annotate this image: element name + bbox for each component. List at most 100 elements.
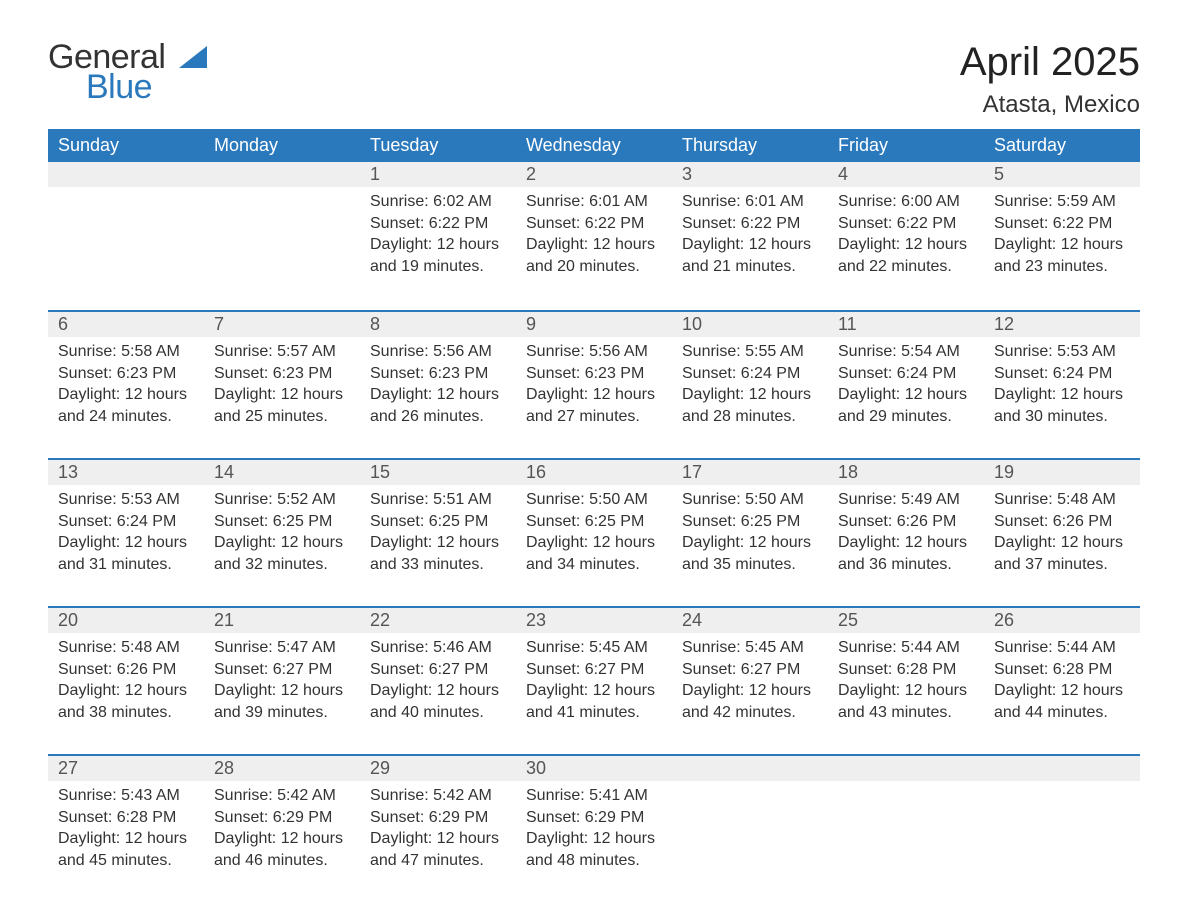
sunset-line: Sunset: 6:24 PM <box>994 363 1130 385</box>
day-number: 19 <box>984 458 1140 485</box>
sunset-line: Sunset: 6:23 PM <box>526 363 662 385</box>
day-number: 15 <box>360 458 516 485</box>
sunset-line: Sunset: 6:22 PM <box>682 213 818 235</box>
day-details: Sunrise: 5:48 AMSunset: 6:26 PMDaylight:… <box>48 633 204 731</box>
day-number: 14 <box>204 458 360 485</box>
day-details: Sunrise: 5:41 AMSunset: 6:29 PMDaylight:… <box>516 781 672 879</box>
calendar-day-cell: 19Sunrise: 5:48 AMSunset: 6:26 PMDayligh… <box>984 458 1140 606</box>
calendar-day-cell: 22Sunrise: 5:46 AMSunset: 6:27 PMDayligh… <box>360 606 516 754</box>
sunrise-line: Sunrise: 5:44 AM <box>994 637 1130 659</box>
calendar-day-cell: 13Sunrise: 5:53 AMSunset: 6:24 PMDayligh… <box>48 458 204 606</box>
day-number: 6 <box>48 310 204 337</box>
daylight-line: Daylight: 12 hours and 39 minutes. <box>214 680 350 723</box>
day-number <box>672 754 828 781</box>
weekday-header: Monday <box>204 129 360 162</box>
day-number: 11 <box>828 310 984 337</box>
daylight-line: Daylight: 12 hours and 25 minutes. <box>214 384 350 427</box>
day-number: 9 <box>516 310 672 337</box>
sunset-line: Sunset: 6:23 PM <box>370 363 506 385</box>
sunset-line: Sunset: 6:23 PM <box>58 363 194 385</box>
calendar-empty-cell <box>828 754 984 902</box>
daylight-line: Daylight: 12 hours and 23 minutes. <box>994 234 1130 277</box>
sunset-line: Sunset: 6:23 PM <box>214 363 350 385</box>
day-number <box>48 162 204 187</box>
day-details: Sunrise: 5:44 AMSunset: 6:28 PMDaylight:… <box>984 633 1140 731</box>
sunset-line: Sunset: 6:28 PM <box>58 807 194 829</box>
calendar-day-cell: 25Sunrise: 5:44 AMSunset: 6:28 PMDayligh… <box>828 606 984 754</box>
day-details: Sunrise: 5:42 AMSunset: 6:29 PMDaylight:… <box>360 781 516 879</box>
page-header: General Blue April 2025 Atasta, Mexico <box>48 40 1140 119</box>
calendar-day-cell: 17Sunrise: 5:50 AMSunset: 6:25 PMDayligh… <box>672 458 828 606</box>
day-details: Sunrise: 5:54 AMSunset: 6:24 PMDaylight:… <box>828 337 984 435</box>
sunset-line: Sunset: 6:24 PM <box>58 511 194 533</box>
sunset-line: Sunset: 6:25 PM <box>370 511 506 533</box>
calendar-empty-cell <box>672 754 828 902</box>
sail-icon <box>179 40 207 74</box>
daylight-line: Daylight: 12 hours and 47 minutes. <box>370 828 506 871</box>
daylight-line: Daylight: 12 hours and 32 minutes. <box>214 532 350 575</box>
daylight-line: Daylight: 12 hours and 35 minutes. <box>682 532 818 575</box>
day-number: 23 <box>516 606 672 633</box>
day-number: 22 <box>360 606 516 633</box>
calendar-day-cell: 24Sunrise: 5:45 AMSunset: 6:27 PMDayligh… <box>672 606 828 754</box>
day-number <box>828 754 984 781</box>
day-number: 12 <box>984 310 1140 337</box>
sunrise-line: Sunrise: 6:00 AM <box>838 191 974 213</box>
weekday-header: Sunday <box>48 129 204 162</box>
sunrise-line: Sunrise: 6:02 AM <box>370 191 506 213</box>
day-details: Sunrise: 5:47 AMSunset: 6:27 PMDaylight:… <box>204 633 360 731</box>
day-details: Sunrise: 5:57 AMSunset: 6:23 PMDaylight:… <box>204 337 360 435</box>
daylight-line: Daylight: 12 hours and 27 minutes. <box>526 384 662 427</box>
calendar-week-row: 6Sunrise: 5:58 AMSunset: 6:23 PMDaylight… <box>48 310 1140 458</box>
sunrise-line: Sunrise: 5:41 AM <box>526 785 662 807</box>
sunset-line: Sunset: 6:29 PM <box>370 807 506 829</box>
day-details: Sunrise: 6:01 AMSunset: 6:22 PMDaylight:… <box>516 187 672 285</box>
calendar-empty-cell <box>984 754 1140 902</box>
day-number: 17 <box>672 458 828 485</box>
sunrise-line: Sunrise: 5:54 AM <box>838 341 974 363</box>
sunrise-line: Sunrise: 5:48 AM <box>58 637 194 659</box>
calendar-week-row: 1Sunrise: 6:02 AMSunset: 6:22 PMDaylight… <box>48 162 1140 310</box>
sunrise-line: Sunrise: 5:44 AM <box>838 637 974 659</box>
calendar-day-cell: 4Sunrise: 6:00 AMSunset: 6:22 PMDaylight… <box>828 162 984 310</box>
day-details: Sunrise: 6:02 AMSunset: 6:22 PMDaylight:… <box>360 187 516 285</box>
calendar-day-cell: 20Sunrise: 5:48 AMSunset: 6:26 PMDayligh… <box>48 606 204 754</box>
daylight-line: Daylight: 12 hours and 40 minutes. <box>370 680 506 723</box>
sunrise-line: Sunrise: 5:48 AM <box>994 489 1130 511</box>
sunset-line: Sunset: 6:27 PM <box>526 659 662 681</box>
sunset-line: Sunset: 6:28 PM <box>994 659 1130 681</box>
sunrise-line: Sunrise: 5:50 AM <box>526 489 662 511</box>
day-details: Sunrise: 5:45 AMSunset: 6:27 PMDaylight:… <box>672 633 828 731</box>
day-details: Sunrise: 5:58 AMSunset: 6:23 PMDaylight:… <box>48 337 204 435</box>
calendar-day-cell: 14 Sunrise: 5:52 AMSunset: 6:25 PMDayligh… <box>204 458 360 606</box>
calendar-week-row: 20Sunrise: 5:48 AMSunset: 6:26 PMDayligh… <box>48 606 1140 754</box>
calendar-day-cell: 23Sunrise: 5:45 AMSunset: 6:27 PMDayligh… <box>516 606 672 754</box>
daylight-line: Daylight: 12 hours and 29 minutes. <box>838 384 974 427</box>
sunset-line: Sunset: 6:28 PM <box>838 659 974 681</box>
calendar-week-row: 13Sunrise: 5:53 AMSunset: 6:24 PMDayligh… <box>48 458 1140 606</box>
calendar-day-cell: 6Sunrise: 5:58 AMSunset: 6:23 PMDaylight… <box>48 310 204 458</box>
day-number: 16 <box>516 458 672 485</box>
day-details: Sunrise: 5:45 AMSunset: 6:27 PMDaylight:… <box>516 633 672 731</box>
sunset-line: Sunset: 6:24 PM <box>838 363 974 385</box>
day-number: 27 <box>48 754 204 781</box>
sunset-line: Sunset: 6:22 PM <box>838 213 974 235</box>
daylight-line: Daylight: 12 hours and 44 minutes. <box>994 680 1130 723</box>
sunset-line: Sunset: 6:29 PM <box>214 807 350 829</box>
calendar-day-cell: 26Sunrise: 5:44 AMSunset: 6:28 PMDayligh… <box>984 606 1140 754</box>
daylight-line: Daylight: 12 hours and 24 minutes. <box>58 384 194 427</box>
sunrise-line: Sunrise: 5:47 AM <box>214 637 350 659</box>
sunrise-line: Sunrise: 5:45 AM <box>682 637 818 659</box>
daylight-line: Daylight: 12 hours and 37 minutes. <box>994 532 1130 575</box>
daylight-line: Daylight: 12 hours and 36 minutes. <box>838 532 974 575</box>
daylight-line: Daylight: 12 hours and 22 minutes. <box>838 234 974 277</box>
sunrise-line: Sunrise: 5:42 AM <box>214 785 350 807</box>
sunset-line: Sunset: 6:25 PM <box>214 511 350 533</box>
day-number <box>984 754 1140 781</box>
daylight-line: Daylight: 12 hours and 31 minutes. <box>58 532 194 575</box>
calendar-day-cell: 29Sunrise: 5:42 AMSunset: 6:29 PMDayligh… <box>360 754 516 902</box>
day-details: Sunrise: 5:55 AMSunset: 6:24 PMDaylight:… <box>672 337 828 435</box>
logo: General Blue <box>48 40 207 104</box>
day-details: Sunrise: 6:01 AMSunset: 6:22 PMDaylight:… <box>672 187 828 285</box>
sunrise-line: Sunrise: 5:52 AM <box>214 489 350 511</box>
